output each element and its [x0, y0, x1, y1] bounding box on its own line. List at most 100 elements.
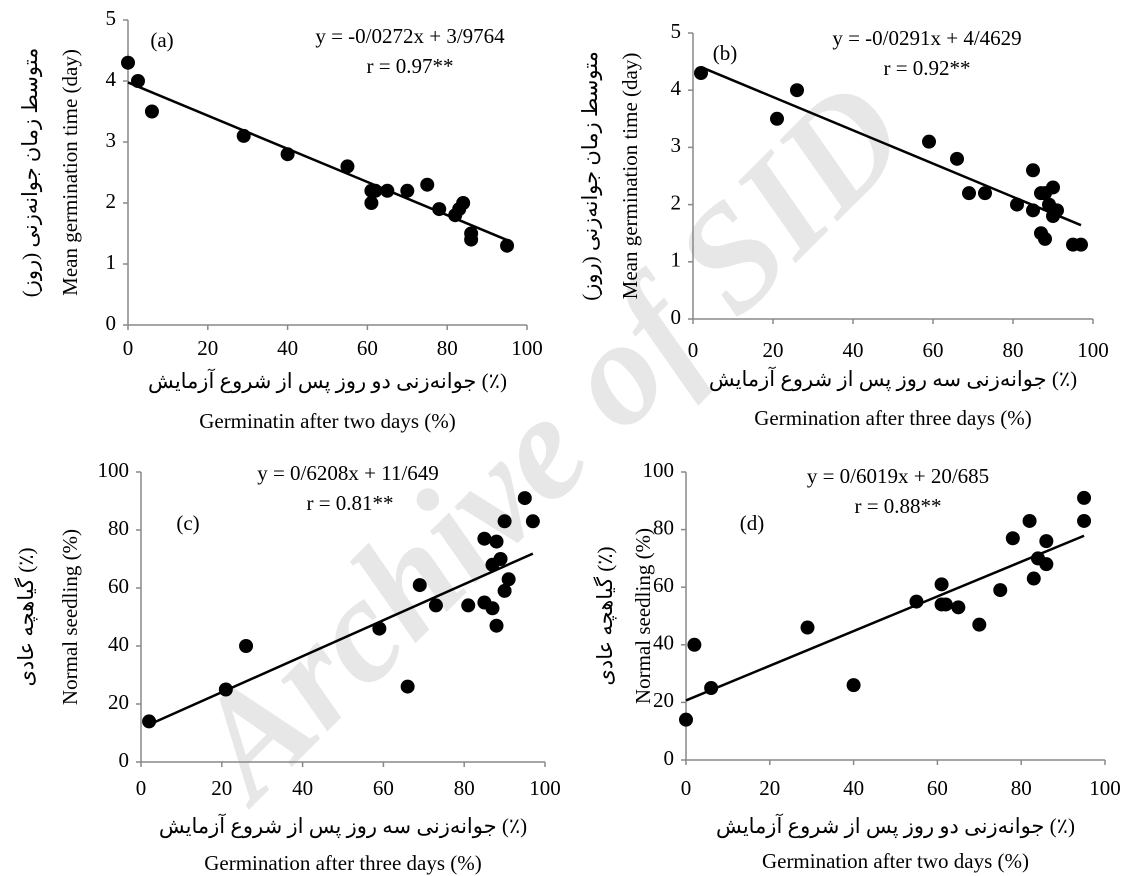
x-tick-label: 40	[843, 338, 864, 362]
x-tick-label: 60	[357, 336, 378, 360]
point	[130, 74, 145, 88]
point	[428, 598, 443, 613]
point	[525, 514, 540, 529]
x-tick-label: 0	[688, 338, 699, 362]
x-tick-label: 80	[1011, 776, 1032, 800]
x-tick-label: 0	[681, 776, 692, 800]
point	[280, 147, 295, 162]
y-tick-label: 20	[108, 690, 129, 714]
point	[1046, 180, 1060, 195]
equation: y = 0/6208x + 11/649	[257, 461, 439, 485]
point	[477, 531, 492, 546]
point	[497, 514, 512, 529]
x-tick-label: 60	[927, 776, 948, 800]
point	[1077, 490, 1092, 505]
point	[372, 621, 387, 636]
point	[368, 183, 383, 198]
point	[1026, 203, 1040, 218]
point	[142, 714, 157, 729]
panel-label: (a)	[150, 28, 173, 52]
y-tick-label: 0	[671, 305, 682, 329]
x-tick-label: 100	[529, 776, 561, 800]
x-tick-label: 80	[454, 776, 475, 800]
panel-label: (d)	[740, 511, 765, 535]
equation: y = 0/6019x + 20/685	[807, 464, 989, 488]
x-tick-label: 100	[511, 336, 543, 360]
point	[500, 238, 515, 253]
y-tick-label: 40	[653, 631, 674, 655]
y-tick-label: 60	[653, 573, 674, 597]
point	[704, 681, 719, 695]
r-value: r = 0.81**	[306, 491, 393, 515]
x-tick-label: 80	[437, 336, 458, 360]
y-axis-title-fa: گیاهچه عادی (٪)	[14, 547, 38, 686]
x-axis-title: Germination after three days (%)	[754, 406, 1032, 430]
point	[1026, 163, 1040, 178]
y-axis-title: Normal seedling (%)	[631, 528, 655, 704]
point	[1010, 197, 1024, 212]
x-tick-label: 40	[843, 776, 864, 800]
y-tick-label: 80	[653, 515, 674, 539]
point	[972, 617, 987, 632]
point	[687, 637, 702, 652]
y-axis-title: Normal seedling (%)	[58, 529, 82, 705]
point	[800, 620, 815, 635]
point	[922, 134, 936, 149]
point	[501, 572, 516, 587]
y-axis-title-fa: متوسط زمان جوانه‌زنی (روز)	[18, 48, 43, 298]
point	[1039, 557, 1054, 572]
x-axis-title: Germination after three days (%)	[204, 851, 482, 875]
y-tick-label: 0	[119, 748, 130, 772]
panel-label: (b)	[713, 41, 738, 65]
point	[679, 712, 693, 727]
equation: y = -0/0291x + 4/4629	[832, 26, 1021, 50]
y-tick-label: 60	[108, 574, 129, 598]
y-tick-label: 5	[671, 19, 682, 43]
y-tick-label: 2	[671, 190, 682, 214]
point	[790, 83, 804, 98]
point	[364, 196, 379, 210]
point	[121, 55, 135, 70]
fit-line	[685, 534, 1085, 702]
point	[400, 679, 415, 694]
y-axis-title: Mean germination time (day)	[58, 49, 82, 296]
point	[489, 534, 504, 549]
point	[412, 578, 427, 593]
fit-line	[148, 552, 534, 726]
y-tick-label: 0	[106, 311, 117, 335]
point	[400, 183, 415, 198]
x-tick-label: 80	[1003, 338, 1024, 362]
point	[485, 601, 500, 616]
y-tick-label: 3	[106, 128, 117, 152]
x-tick-label: 0	[136, 776, 147, 800]
x-tick-label: 60	[923, 338, 944, 362]
point	[464, 232, 479, 247]
watermark: Archive of SID	[155, 50, 938, 833]
x-axis-title-fa: جوانه‌زنی دو روز پس از شروع آزمایش (٪)	[148, 367, 507, 394]
point	[1077, 513, 1092, 528]
y-tick-label: 100	[98, 458, 130, 482]
x-axis-title: Germination after two days (%)	[762, 849, 1029, 873]
x-tick-label: 100	[1089, 776, 1121, 800]
point	[993, 583, 1008, 598]
point	[846, 678, 861, 693]
point	[218, 682, 233, 697]
y-tick-label: 20	[653, 688, 674, 712]
x-axis-title: Germinatin after two days (%)	[199, 409, 456, 433]
y-axis-title-fa: متوسط زمان جوانه‌زنی (روز)	[578, 51, 603, 301]
y-axis-title: Mean germination time (day)	[618, 53, 642, 300]
point	[1038, 231, 1052, 246]
y-tick-label: 4	[671, 76, 682, 100]
point	[1039, 534, 1054, 549]
y-tick-label: 100	[643, 458, 675, 482]
point	[694, 66, 708, 81]
point	[951, 600, 966, 615]
point	[489, 618, 504, 633]
point	[420, 177, 435, 192]
point	[380, 183, 395, 198]
y-tick-label: 40	[108, 632, 129, 656]
y-tick-label: 3	[671, 133, 682, 157]
r-value: r = 0.88**	[854, 494, 941, 518]
point	[340, 159, 355, 174]
